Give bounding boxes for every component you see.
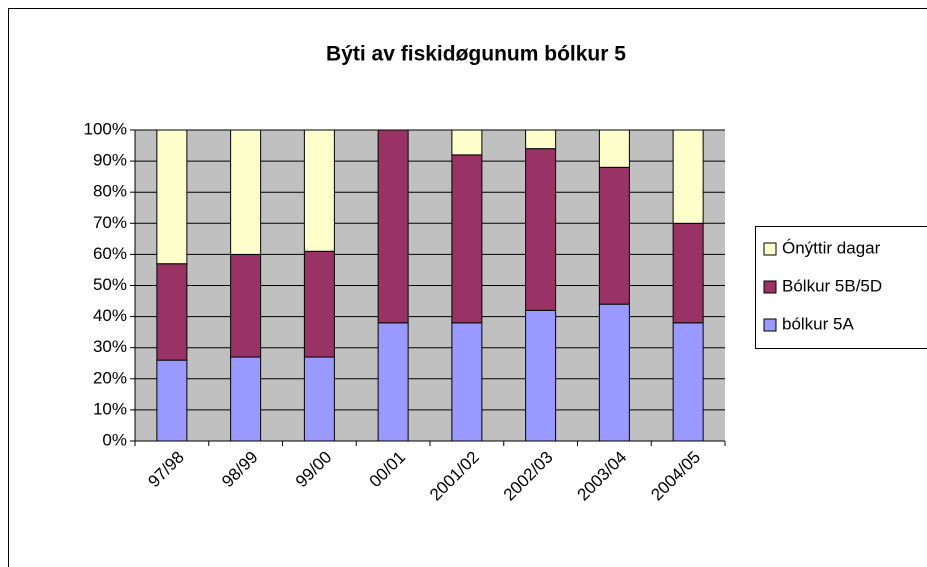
legend-swatch bbox=[763, 242, 777, 256]
legend-swatch bbox=[763, 280, 777, 294]
bar-segment bbox=[525, 309, 557, 442]
bar-segment bbox=[598, 166, 630, 305]
bar-segment bbox=[525, 148, 557, 311]
y-tick-label: 0% bbox=[102, 430, 127, 449]
legend-label: Bólkur 5B/5D bbox=[782, 276, 882, 295]
y-tick-label: 20% bbox=[93, 368, 127, 387]
chart-title: Býti av fiskidøgunum bólkur 5 bbox=[326, 43, 626, 66]
legend-label: bólkur 5A bbox=[782, 314, 854, 333]
bar-segment bbox=[303, 250, 335, 358]
y-tick-label: 70% bbox=[93, 213, 127, 232]
bar-segment bbox=[230, 129, 262, 255]
y-tick-label: 30% bbox=[93, 337, 127, 356]
bar-segment bbox=[451, 154, 483, 324]
legend-box bbox=[755, 226, 927, 349]
y-tick-label: 50% bbox=[93, 275, 127, 294]
legend-swatch bbox=[763, 318, 777, 332]
bar-segment bbox=[230, 356, 262, 442]
bar-segment bbox=[598, 129, 630, 168]
y-tick-label: 40% bbox=[93, 306, 127, 325]
y-tick-label: 10% bbox=[93, 399, 127, 418]
bar-segment bbox=[377, 129, 409, 324]
bar-segment bbox=[303, 129, 335, 252]
bar-segment bbox=[156, 263, 188, 361]
bar-segment bbox=[525, 129, 557, 150]
y-tick-label: 90% bbox=[93, 151, 127, 170]
bar-segment bbox=[451, 322, 483, 442]
y-tick-label: 100% bbox=[84, 119, 127, 138]
bar-segment bbox=[451, 129, 483, 156]
bar-segment bbox=[672, 222, 704, 324]
bar-segment bbox=[156, 129, 188, 265]
bar-segment bbox=[672, 322, 704, 442]
bar-segment bbox=[303, 356, 335, 442]
y-tick-label: 80% bbox=[93, 182, 127, 201]
bar-segment bbox=[598, 303, 630, 442]
legend-label: Ónýttir dagar bbox=[782, 238, 881, 257]
bar-segment bbox=[156, 359, 188, 442]
bar-segment bbox=[230, 253, 262, 358]
bar-segment bbox=[377, 322, 409, 442]
y-tick-label: 60% bbox=[93, 244, 127, 263]
bar-segment bbox=[672, 129, 704, 224]
